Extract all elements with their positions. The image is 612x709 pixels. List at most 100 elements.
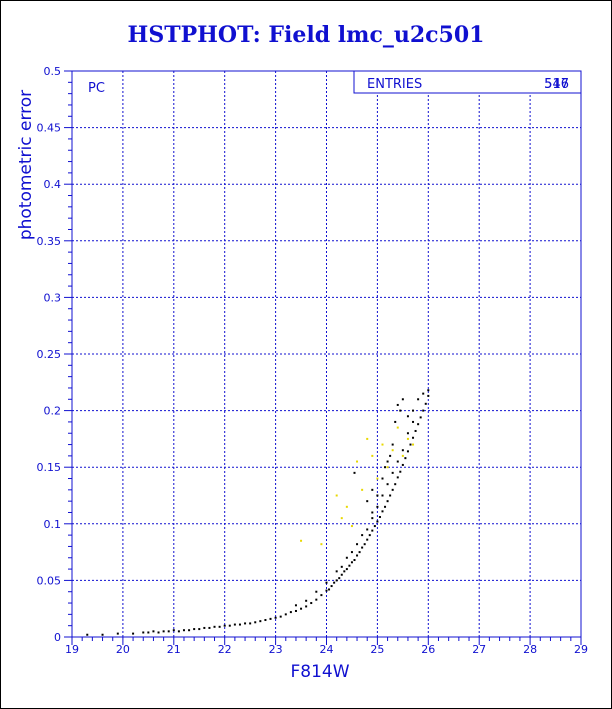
data-point (381, 510, 384, 513)
chart-title: HSTPHOT: Field lmc_u2c501 (127, 22, 485, 48)
data-point (167, 630, 170, 633)
data-point (345, 556, 348, 559)
data-point (325, 581, 328, 584)
data-point (335, 579, 338, 582)
data-point (356, 554, 359, 557)
data-point-highlight (376, 477, 379, 480)
y-tick-label: 0.35 (37, 235, 62, 248)
data-point (259, 620, 262, 623)
data-point (315, 590, 318, 593)
data-point (384, 466, 387, 469)
data-point-highlight (371, 454, 374, 457)
data-point (361, 546, 364, 549)
data-point-highlight (361, 488, 364, 491)
data-point (223, 624, 226, 627)
data-point (289, 611, 292, 614)
data-point (396, 403, 399, 406)
data-point (315, 598, 318, 601)
data-point (391, 488, 394, 491)
data-point (427, 389, 430, 392)
y-tick-label: 0.3 (44, 291, 62, 304)
data-point (401, 463, 404, 466)
data-point (264, 619, 267, 622)
data-point (406, 432, 409, 435)
data-point (366, 500, 369, 503)
data-point (378, 516, 381, 519)
y-tick-label: 0.1 (44, 518, 62, 531)
data-point (162, 630, 165, 633)
x-tick-label: 22 (218, 643, 232, 656)
data-point (274, 616, 277, 619)
data-point (244, 622, 247, 625)
data-point (269, 617, 272, 620)
data-point (399, 470, 402, 473)
data-point (414, 429, 417, 432)
y-axis-label: photometric error (16, 90, 36, 240)
data-point-highlight (401, 454, 404, 457)
y-tick-label: 0.15 (37, 461, 62, 474)
data-point (254, 621, 257, 624)
data-point (294, 604, 297, 607)
data-point (305, 599, 308, 602)
data-point (363, 543, 366, 546)
data-point (406, 415, 409, 418)
data-point (389, 494, 392, 497)
data-point (422, 392, 425, 395)
data-point (218, 625, 221, 628)
data-point (381, 477, 384, 480)
data-point (371, 529, 374, 532)
data-point (233, 623, 236, 626)
data-point-highlight (386, 466, 389, 469)
data-point-highlight (300, 539, 303, 542)
data-point (384, 505, 387, 508)
data-point (279, 615, 282, 618)
data-point-highlight (340, 517, 343, 520)
data-point (391, 443, 394, 446)
data-point (358, 551, 361, 554)
data-point (412, 409, 415, 412)
data-point-highlight (412, 443, 415, 446)
data-point (335, 570, 338, 573)
data-point (401, 449, 404, 452)
data-point (381, 494, 384, 497)
x-tick-label: 19 (65, 643, 79, 656)
data-point (371, 517, 374, 520)
data-point (353, 559, 356, 562)
data-point (404, 457, 407, 460)
data-point (406, 450, 409, 453)
data-point (188, 629, 191, 632)
data-point-highlight (366, 437, 369, 440)
data-point (350, 561, 353, 564)
data-point (238, 623, 241, 626)
stats-entries-value: 546 (544, 77, 569, 92)
data-point (132, 632, 135, 635)
data-point (376, 520, 379, 523)
x-tick-label: 29 (574, 643, 588, 656)
data-point (142, 631, 145, 634)
data-point (300, 607, 303, 610)
panel-annotation: PC (88, 81, 105, 96)
data-point (356, 543, 359, 546)
data-point (376, 494, 379, 497)
data-point (396, 476, 399, 479)
y-tick-label: 0 (54, 631, 61, 644)
data-point (348, 564, 351, 567)
data-point (338, 577, 341, 580)
data-point (373, 525, 376, 528)
data-point (208, 626, 211, 629)
x-tick-label: 28 (523, 643, 537, 656)
data-point (386, 500, 389, 503)
data-point (152, 630, 155, 633)
data-point (368, 534, 371, 537)
x-tick-label: 20 (116, 643, 130, 656)
data-point (409, 443, 412, 446)
data-point (401, 398, 404, 401)
y-tick-label: 0.05 (37, 574, 62, 587)
data-point (386, 460, 389, 463)
data-point (419, 416, 422, 419)
data-point (147, 631, 150, 634)
x-tick-label: 23 (269, 643, 283, 656)
data-point (399, 409, 402, 412)
data-point (386, 483, 389, 486)
y-tick-label: 0.25 (37, 348, 62, 361)
